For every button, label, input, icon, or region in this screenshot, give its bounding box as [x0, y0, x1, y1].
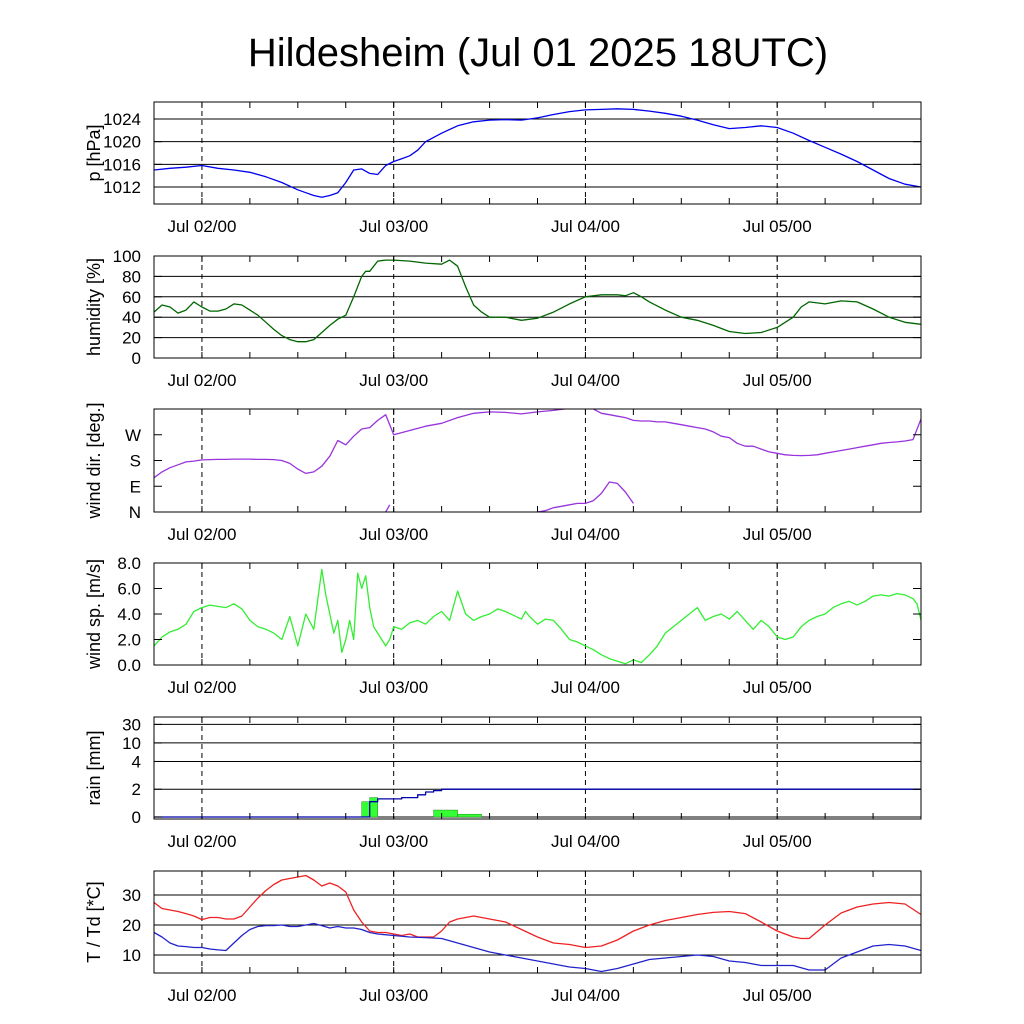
- plot-area: [154, 874, 921, 973]
- plot-area: [154, 409, 921, 512]
- rain-bar: [369, 797, 378, 818]
- y-axis-label: rain [mm]: [84, 730, 104, 805]
- y-tick-label: 2.0: [117, 631, 141, 650]
- x-tick-label: Jul 05/00: [743, 217, 812, 236]
- y-tick-label: 30: [122, 886, 141, 905]
- y-tick-label: 20: [122, 916, 141, 935]
- y-tick-label: 60: [122, 288, 141, 307]
- series-line-temperature-T: [154, 874, 921, 949]
- x-tick-label: Jul 02/00: [167, 217, 236, 236]
- x-tick-label: Jul 02/00: [167, 986, 236, 1005]
- panel-frame: [153, 408, 922, 513]
- y-tick-label: 4: [132, 752, 141, 771]
- y-axis-label: T / Td [*C]: [84, 881, 104, 962]
- series-line-wind_direction-3: [385, 504, 391, 512]
- y-tick-label: W: [125, 426, 141, 445]
- y-tick-label: 8.0: [117, 554, 141, 573]
- series-line-humidity-0: [154, 259, 921, 343]
- y-tick-label: 0.0: [117, 656, 141, 675]
- x-tick-label: Jul 05/00: [743, 525, 812, 544]
- x-tick-label: Jul 02/00: [167, 371, 236, 390]
- panel-wind_speed: 0.0 2.0 4.0 6.0 8.0 wind sp. [m/s] Jul 02/00 Ju…: [84, 554, 922, 697]
- x-tick-label: Jul 03/00: [359, 986, 428, 1005]
- series-line-temperature-Td: [154, 922, 921, 973]
- x-tick-label: Jul 04/00: [551, 678, 620, 697]
- panel-frame: [153, 870, 922, 974]
- panel-frame: [153, 255, 922, 359]
- x-tick-label: Jul 04/00: [551, 986, 620, 1005]
- y-tick-label: 0: [132, 349, 141, 368]
- x-tick-label: Jul 03/00: [359, 217, 428, 236]
- y-tick-label: 20: [122, 329, 141, 348]
- rain-bar: [457, 813, 482, 818]
- x-tick-label: Jul 03/00: [359, 678, 428, 697]
- y-axis-label: humidity [%]: [84, 258, 104, 356]
- x-tick-label: Jul 05/00: [743, 986, 812, 1005]
- y-axis-label: wind sp. [m/s]: [84, 559, 104, 670]
- y-axis-label: p [hPa]: [84, 124, 104, 181]
- y-tick-label: 1012: [103, 178, 141, 197]
- y-axis-label: wind dir. [deg.]: [84, 402, 104, 519]
- series-line-wind_direction-2: [537, 481, 634, 512]
- plot-area: [154, 788, 921, 818]
- x-tick-label: Jul 05/00: [743, 832, 812, 851]
- y-tick-label: 30: [122, 715, 141, 734]
- panel-temperature: 10 20 30 T / Td [*C] Jul 02/00 Jul 03/00 Jul 0…: [84, 870, 922, 1005]
- y-tick-label: N: [129, 503, 141, 522]
- y-tick-label: 40: [122, 308, 141, 327]
- series-line-rain-0: [154, 788, 921, 818]
- y-tick-label: 10: [122, 734, 141, 753]
- panel-frame: [153, 562, 922, 666]
- x-tick-label: Jul 02/00: [167, 832, 236, 851]
- y-tick-label: 1016: [103, 155, 141, 174]
- y-tick-label: 1020: [103, 133, 141, 152]
- x-tick-label: Jul 04/00: [551, 371, 620, 390]
- y-tick-label: 2: [132, 780, 141, 799]
- plot-area: [154, 259, 921, 343]
- x-tick-label: Jul 04/00: [551, 525, 620, 544]
- plot-area: [154, 568, 921, 665]
- panel-frame: [153, 716, 922, 820]
- series-line-wind_direction-0: [154, 409, 571, 479]
- y-tick-label: 100: [113, 247, 141, 266]
- chart-title: Hildesheim (Jul 01 2025 18UTC): [248, 31, 828, 75]
- y-tick-label: S: [130, 452, 141, 471]
- x-tick-label: Jul 03/00: [359, 832, 428, 851]
- y-tick-label: 6.0: [117, 580, 141, 599]
- y-tick-label: 80: [122, 267, 141, 286]
- x-tick-label: Jul 04/00: [551, 832, 620, 851]
- x-tick-label: Jul 04/00: [551, 217, 620, 236]
- x-tick-label: Jul 03/00: [359, 371, 428, 390]
- rain-bar: [433, 809, 458, 818]
- x-tick-label: Jul 05/00: [743, 678, 812, 697]
- y-tick-label: 10: [122, 946, 141, 965]
- series-line-pressure-0: [154, 108, 921, 198]
- plot-area: [154, 108, 921, 198]
- x-tick-label: Jul 03/00: [359, 525, 428, 544]
- y-tick-label: 0: [132, 808, 141, 827]
- x-tick-label: Jul 02/00: [167, 525, 236, 544]
- x-tick-label: Jul 02/00: [167, 678, 236, 697]
- series-line-wind_direction-1: [591, 409, 921, 457]
- x-tick-label: Jul 05/00: [743, 371, 812, 390]
- y-tick-label: 1024: [103, 110, 141, 129]
- y-tick-label: E: [130, 477, 141, 496]
- y-tick-label: 4.0: [117, 605, 141, 624]
- series-line-wind_speed-0: [154, 568, 921, 665]
- rain-bar: [361, 801, 370, 818]
